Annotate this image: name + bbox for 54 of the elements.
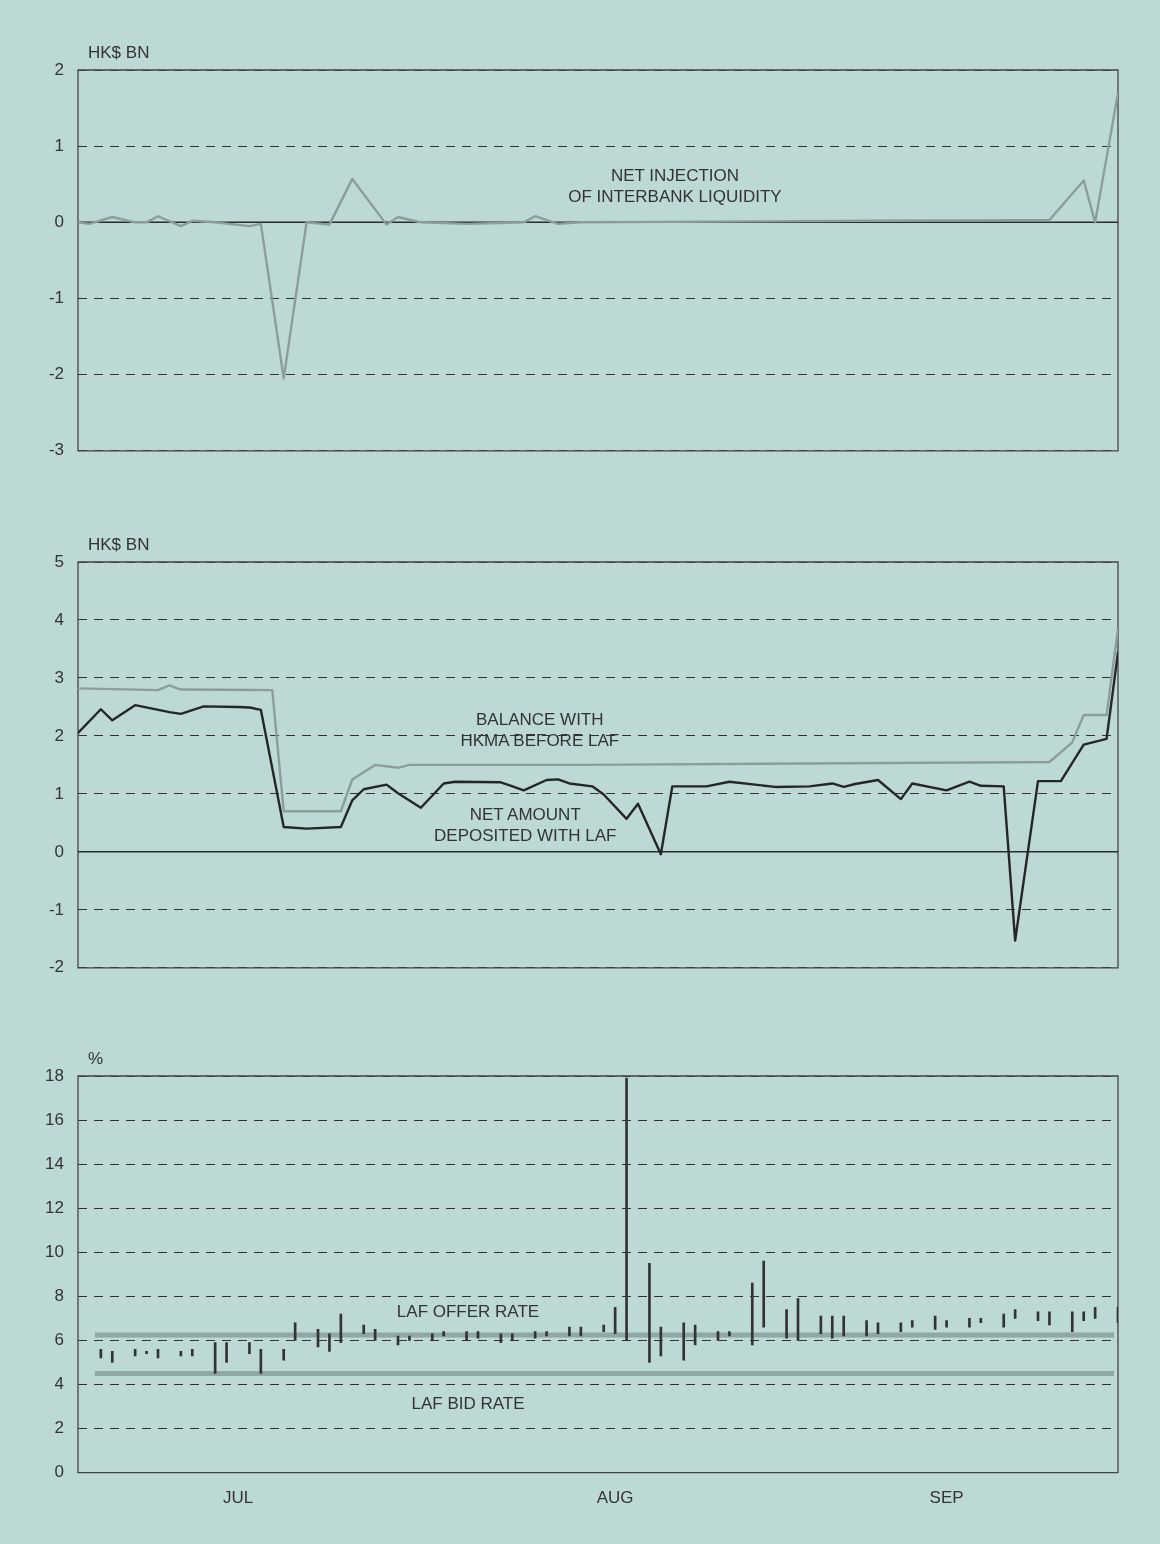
bar — [728, 1331, 731, 1337]
bar — [1082, 1311, 1086, 1321]
y-tick-label: 10 — [45, 1241, 64, 1261]
y-tick-label: 12 — [45, 1197, 64, 1217]
bar — [968, 1318, 971, 1328]
x-tick-label: AUG — [596, 1488, 634, 1508]
y-tick-label: -2 — [48, 957, 64, 977]
y-tick-label: 2 — [54, 725, 64, 745]
bar — [1070, 1311, 1074, 1332]
y-tick-label: -2 — [48, 364, 64, 384]
y-tick-label: -3 — [48, 440, 64, 460]
bar — [362, 1324, 366, 1335]
y-tick-label: 0 — [54, 841, 64, 861]
bar — [945, 1320, 948, 1328]
bar — [865, 1320, 868, 1337]
y-tick-label: 2 — [54, 59, 64, 79]
y-tick-label: 6 — [54, 1330, 64, 1350]
y-tick-label: 2 — [54, 1418, 64, 1438]
bar — [602, 1324, 606, 1332]
y-tick-label: 4 — [54, 1374, 64, 1394]
bar — [842, 1315, 846, 1337]
bar — [282, 1348, 286, 1361]
bar — [110, 1351, 114, 1363]
ref-line-label: LAF BID RATE — [411, 1394, 525, 1414]
series-label: NET INJECTION OF INTERBANK LIQUIDITY — [568, 165, 782, 206]
y-tick-label: 0 — [54, 212, 64, 232]
bar — [442, 1331, 446, 1337]
y-tick-label: 5 — [54, 551, 64, 571]
bar — [190, 1348, 194, 1357]
ref-line-label: LAF OFFER RATE — [396, 1301, 540, 1321]
bar — [1048, 1311, 1051, 1326]
y-tick-label: 3 — [54, 667, 64, 687]
bar — [248, 1342, 251, 1354]
bar — [910, 1320, 914, 1328]
y-tick-label: -1 — [48, 288, 64, 308]
y-tick-label: 14 — [45, 1153, 64, 1173]
y-tick-label: 1 — [54, 135, 64, 155]
y-tick-label: 0 — [54, 1462, 64, 1482]
bar — [145, 1351, 148, 1354]
y-tick-label: -1 — [48, 899, 64, 919]
y-tick-label: 18 — [45, 1065, 64, 1085]
y-axis-title: HK$ BN — [88, 535, 150, 554]
bar — [1002, 1313, 1006, 1328]
y-tick-label: 8 — [54, 1286, 64, 1306]
y-axis-title: % — [88, 1049, 104, 1068]
y-tick-label: 16 — [45, 1109, 64, 1129]
y-tick-label: 1 — [54, 783, 64, 803]
series-label: NET AMOUNT DEPOSITED WITH LAF — [434, 804, 617, 845]
x-tick-label: SEP — [929, 1488, 964, 1508]
y-tick-label: 4 — [54, 609, 64, 629]
y-axis-title: HK$ BN — [88, 43, 150, 62]
bar — [568, 1326, 571, 1337]
bar — [545, 1331, 548, 1337]
x-tick-label: JUL — [222, 1488, 254, 1508]
